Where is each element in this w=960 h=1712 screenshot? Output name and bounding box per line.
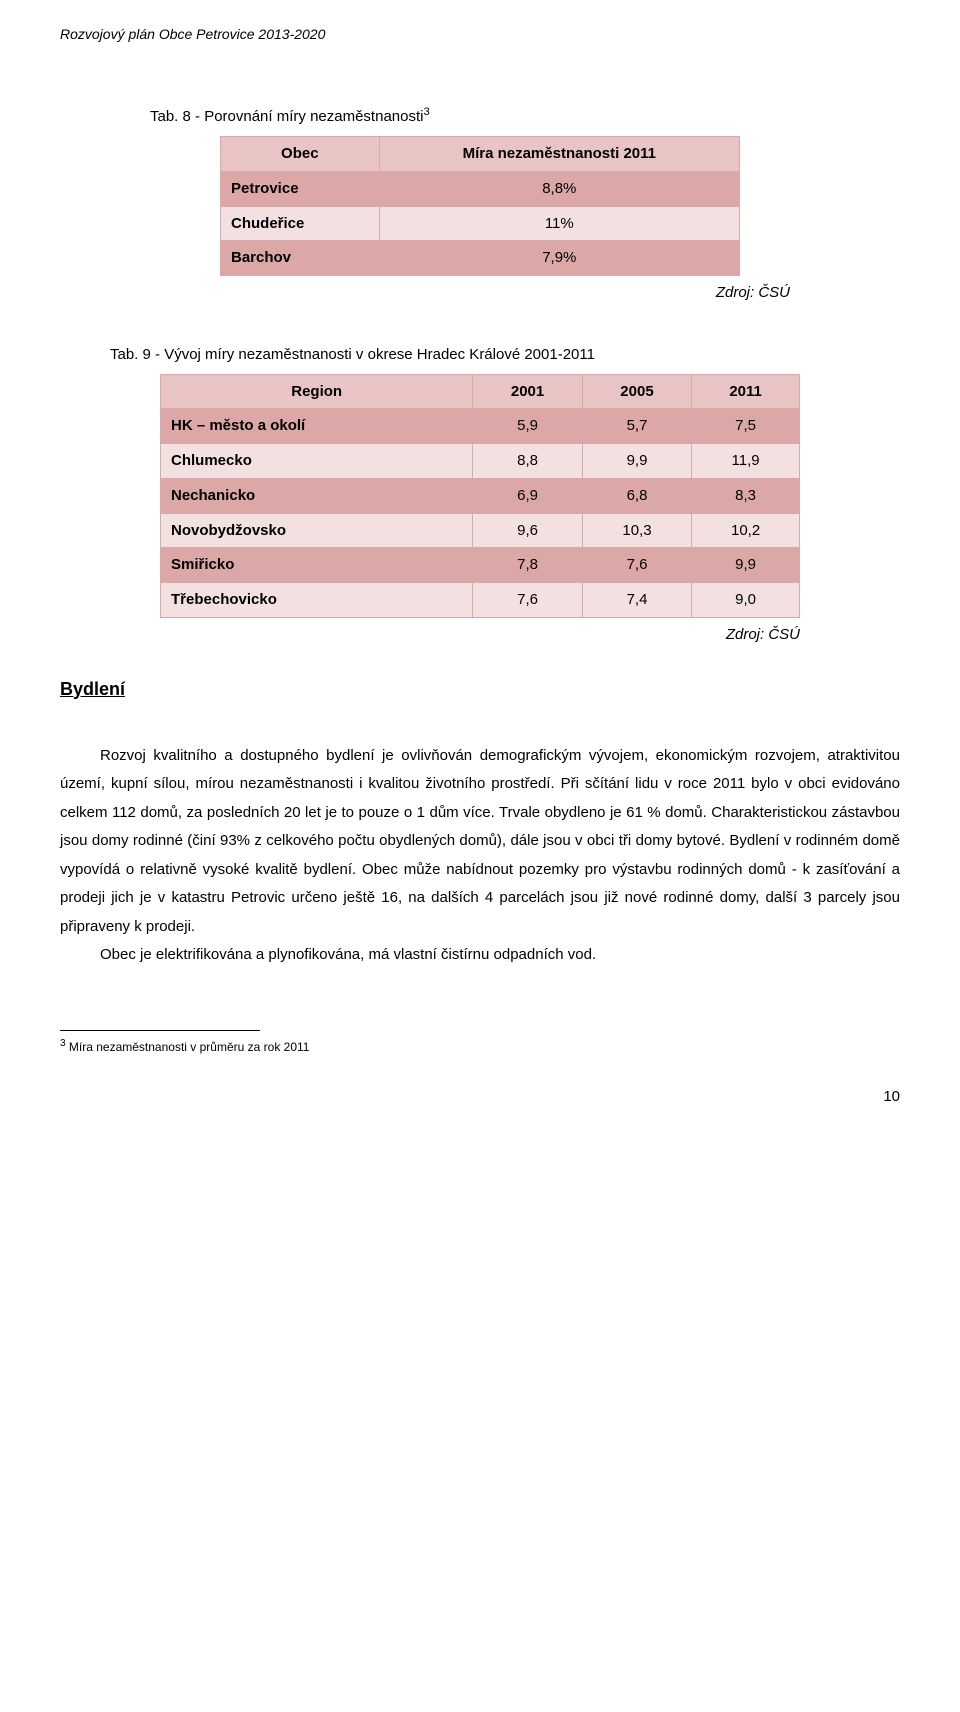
cell-value: 10,2 bbox=[692, 513, 800, 548]
paragraph-2: Obec je elektrifikována a plynofikována,… bbox=[60, 941, 900, 970]
table-row: Třebechovicko 7,6 7,4 9,0 bbox=[161, 583, 800, 618]
paragraph-1: Rozvoj kvalitního a dostupného bydlení j… bbox=[60, 742, 900, 942]
table2-col-1: 2001 bbox=[473, 374, 582, 409]
table1-header-row: Obec Míra nezaměstnanosti 2011 bbox=[221, 137, 740, 172]
footnote: 3 Míra nezaměstnanosti v průměru za rok … bbox=[60, 1037, 900, 1056]
page-header: Rozvojový plán Obce Petrovice 2013-2020 bbox=[60, 24, 900, 44]
table-row: Novobydžovsko 9,6 10,3 10,2 bbox=[161, 513, 800, 548]
table-row: Smiřicko 7,8 7,6 9,9 bbox=[161, 548, 800, 583]
footnote-text: Míra nezaměstnanosti v průměru za rok 20… bbox=[66, 1040, 310, 1054]
table-row: Chudeřice 11% bbox=[221, 206, 740, 241]
table2-source: Zdroj: ČSÚ bbox=[60, 624, 800, 646]
table2-col-3: 2011 bbox=[692, 374, 800, 409]
table-row: Barchov 7,9% bbox=[221, 241, 740, 276]
cell-label: Barchov bbox=[221, 241, 380, 276]
table1-caption-sup: 3 bbox=[423, 106, 429, 118]
cell-value: 9,9 bbox=[582, 444, 691, 479]
table1: Obec Míra nezaměstnanosti 2011 Petrovice… bbox=[220, 136, 740, 276]
header-text: Rozvojový plán Obce Petrovice 2013-2020 bbox=[60, 26, 325, 42]
table1-caption: Tab. 8 - Porovnání míry nezaměstnanosti3 bbox=[150, 104, 900, 128]
table-row: Nechanicko 6,9 6,8 8,3 bbox=[161, 478, 800, 513]
cell-value: 7,8 bbox=[473, 548, 582, 583]
cell-value: 8,8 bbox=[473, 444, 582, 479]
cell-value: 9,6 bbox=[473, 513, 582, 548]
cell-label: Chudeřice bbox=[221, 206, 380, 241]
cell-label: HK – město a okolí bbox=[161, 409, 473, 444]
cell-value: 8,3 bbox=[692, 478, 800, 513]
cell-value: 7,9% bbox=[379, 241, 739, 276]
cell-value: 6,8 bbox=[582, 478, 691, 513]
cell-value: 7,6 bbox=[582, 548, 691, 583]
cell-label: Třebechovicko bbox=[161, 583, 473, 618]
cell-value: 5,7 bbox=[582, 409, 691, 444]
table1-source: Zdroj: ČSÚ bbox=[60, 282, 790, 304]
table-row: Petrovice 8,8% bbox=[221, 171, 740, 206]
table1-col-1: Míra nezaměstnanosti 2011 bbox=[379, 137, 739, 172]
cell-value: 6,9 bbox=[473, 478, 582, 513]
cell-label: Petrovice bbox=[221, 171, 380, 206]
cell-label: Novobydžovsko bbox=[161, 513, 473, 548]
table-row: HK – město a okolí 5,9 5,7 7,5 bbox=[161, 409, 800, 444]
cell-value: 7,5 bbox=[692, 409, 800, 444]
cell-label: Smiřicko bbox=[161, 548, 473, 583]
table1-caption-text: Tab. 8 - Porovnání míry nezaměstnanosti bbox=[150, 108, 423, 125]
table-row: Chlumecko 8,8 9,9 11,9 bbox=[161, 444, 800, 479]
cell-value: 11% bbox=[379, 206, 739, 241]
cell-value: 7,4 bbox=[582, 583, 691, 618]
cell-value: 9,9 bbox=[692, 548, 800, 583]
table2: Region 2001 2005 2011 HK – město a okolí… bbox=[160, 374, 800, 618]
table2-caption: Tab. 9 - Vývoj míry nezaměstnanosti v ok… bbox=[110, 344, 900, 366]
cell-value: 11,9 bbox=[692, 444, 800, 479]
cell-value: 10,3 bbox=[582, 513, 691, 548]
table1-col-0: Obec bbox=[221, 137, 380, 172]
footnote-separator bbox=[60, 1030, 260, 1031]
cell-value: 9,0 bbox=[692, 583, 800, 618]
cell-value: 8,8% bbox=[379, 171, 739, 206]
table2-col-2: 2005 bbox=[582, 374, 691, 409]
cell-value: 7,6 bbox=[473, 583, 582, 618]
section-heading: Bydlení bbox=[60, 676, 900, 702]
page-number: 10 bbox=[60, 1086, 900, 1108]
cell-value: 5,9 bbox=[473, 409, 582, 444]
table2-header-row: Region 2001 2005 2011 bbox=[161, 374, 800, 409]
cell-label: Chlumecko bbox=[161, 444, 473, 479]
cell-label: Nechanicko bbox=[161, 478, 473, 513]
table2-col-0: Region bbox=[161, 374, 473, 409]
